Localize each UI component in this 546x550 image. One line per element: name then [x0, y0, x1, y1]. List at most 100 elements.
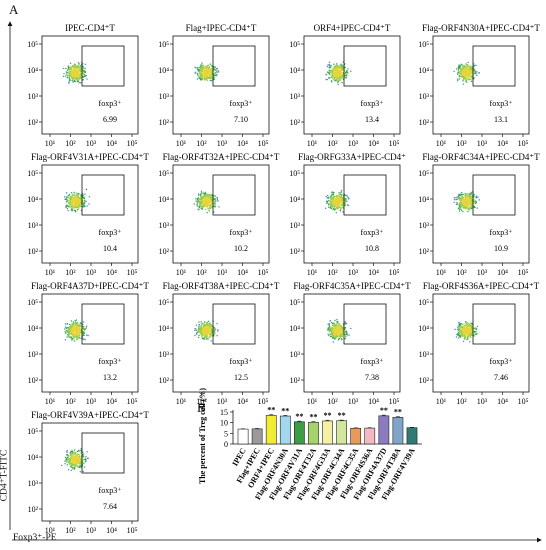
flow-event-dot: [469, 193, 471, 195]
flow-event-dot: [209, 207, 212, 210]
flow-y-tick-label: 10⁵: [27, 427, 38, 436]
flow-x-tick-label: 10³: [217, 268, 228, 277]
flow-event-dot: [462, 201, 464, 204]
flow-event-dot: [73, 466, 75, 468]
flow-event-dot: [194, 71, 197, 73]
flow-event-dot: [200, 193, 202, 195]
flow-event-dot: [330, 207, 333, 210]
flow-event-dot: [79, 335, 81, 337]
flow-event-dot: [76, 327, 79, 330]
flow-event-dot: [203, 322, 205, 324]
flow-event-dot: [339, 337, 342, 339]
flow-event-dot: [206, 195, 208, 198]
flow-event-dot: [83, 338, 85, 340]
flow-event-dot: [211, 324, 214, 327]
flow-event-dot: [202, 334, 204, 336]
flow-event-dot: [207, 204, 209, 206]
flow-event-dot: [64, 456, 67, 459]
flow-event-dot: [201, 75, 204, 78]
flow-event-dot: [71, 80, 73, 82]
flow-event-dot: [204, 331, 206, 333]
flow-event-dot: [344, 322, 346, 324]
flow-event-dot: [461, 199, 463, 201]
flow-event-dot: [206, 331, 208, 334]
flow-y-tick-label: 10³: [159, 350, 170, 359]
flow-event-dot: [69, 328, 72, 330]
flow-event-dot: [476, 328, 478, 330]
flow-event-dot: [206, 324, 209, 326]
flow-event-dot: [64, 331, 66, 333]
flow-x-tick-label: 10⁵: [127, 526, 138, 535]
flow-event-dot: [205, 331, 207, 334]
flow-event-dot: [338, 66, 341, 68]
flow-event-dot: [200, 207, 203, 210]
flow-event-dot: [469, 205, 471, 208]
flow-event-dot: [340, 75, 342, 77]
flow-plot-title: Flag-ORF4C35A+IPEC-CD4⁺T: [293, 281, 411, 291]
flow-plot-frame: [432, 293, 530, 393]
flow-event-dot: [211, 202, 214, 204]
flow-event-dot: [75, 458, 77, 461]
flow-event-dot: [461, 195, 463, 198]
flow-event-dot: [72, 460, 75, 463]
flow-event-dot: [335, 74, 337, 77]
flow-event-dot: [73, 468, 76, 470]
flow-event-dot: [475, 197, 478, 199]
flow-event-dot: [70, 331, 72, 333]
flow-event-dot: [331, 194, 334, 196]
flow-plot-title: Flag-ORF4T32A+IPEC-CD4⁺T: [163, 152, 280, 162]
flow-event-dot: [470, 70, 472, 72]
flow-event-dot: [205, 200, 207, 202]
gate-percent-value: 7.46: [494, 373, 508, 382]
flow-event-dot: [198, 75, 200, 77]
flow-event-dot: [458, 73, 461, 75]
flow-event-dot: [348, 198, 350, 200]
flow-event-dot: [79, 462, 81, 464]
flow-event-dot: [200, 197, 202, 199]
flow-event-dot: [468, 78, 470, 81]
flow-y-tick-label: 10³: [28, 92, 39, 101]
flow-event-dot: [204, 69, 206, 71]
flow-event-dot: [462, 330, 464, 332]
flow-event-dot: [459, 200, 462, 202]
flow-y-tick-label: 10²: [290, 247, 301, 256]
flow-event-dot: [84, 63, 87, 66]
flow-event-dot: [70, 462, 72, 464]
flow-event-dot: [199, 72, 201, 74]
flow-event-dot: [471, 332, 473, 334]
flow-event-dot: [213, 211, 215, 213]
gate-percent-value: 12.5: [234, 373, 248, 382]
flow-event-dot: [208, 195, 210, 197]
flow-event-dot: [214, 198, 216, 201]
flow-event-dot: [469, 203, 472, 205]
flow-event-dot: [460, 203, 462, 205]
flow-event-dot: [335, 323, 337, 326]
flow-event-dot: [79, 200, 81, 202]
flow-event-dot: [466, 201, 469, 203]
flow-event-dot: [209, 324, 211, 327]
flow-event-dot: [327, 323, 329, 325]
flow-event-dot: [82, 75, 84, 77]
significance-mark: **: [338, 411, 346, 420]
flow-event-dot: [465, 196, 468, 198]
flow-y-tick-label: 10⁴: [158, 324, 169, 333]
flow-event-dot: [461, 323, 464, 325]
flow-event-dot: [84, 67, 86, 69]
flow-plot-title: Flag-ORF4C34A+IPEC-CD4⁺T: [422, 152, 540, 162]
flow-plot-frame: [432, 35, 530, 135]
flow-event-dot: [76, 66, 78, 68]
flow-event-dot: [76, 326, 79, 328]
flow-event-dot: [459, 203, 461, 205]
flow-event-dot: [84, 458, 86, 461]
flow-event-dot: [342, 328, 345, 330]
flow-event-dot: [458, 71, 460, 73]
flow-event-dot: [71, 206, 74, 208]
flow-event-dot: [204, 204, 206, 207]
flow-event-dot: [73, 198, 76, 200]
flow-event-dot: [332, 199, 335, 201]
flow-event-dot: [81, 334, 84, 337]
flow-event-dot: [77, 200, 79, 202]
flow-event-dot: [64, 328, 66, 330]
flow-event-dot: [74, 75, 76, 78]
flow-event-dot: [465, 334, 467, 336]
